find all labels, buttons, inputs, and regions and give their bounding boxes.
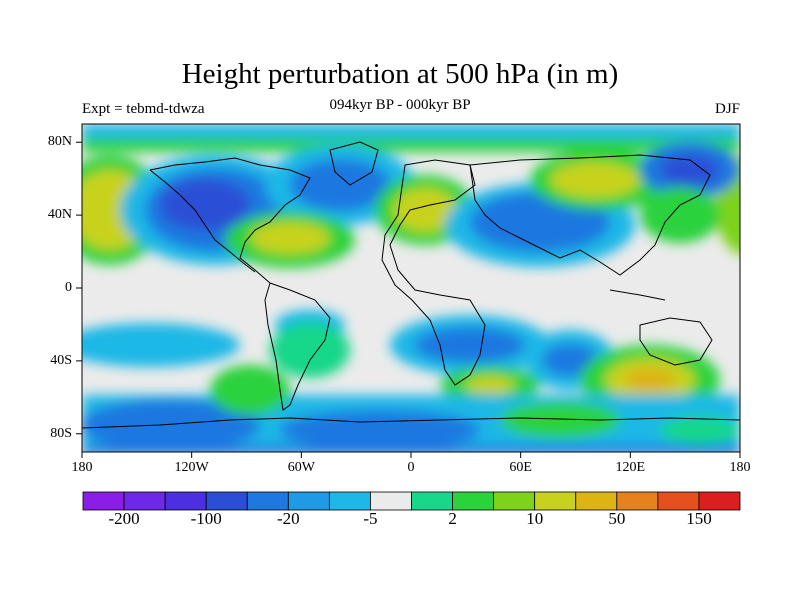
lat-tick-label: 80S bbox=[50, 425, 72, 441]
colorbar-swatch bbox=[493, 491, 536, 511]
axis-ticks bbox=[76, 141, 741, 458]
colorbar-swatch bbox=[205, 491, 248, 511]
colorbar-swatch bbox=[328, 491, 371, 511]
lon-tick-label: 120W bbox=[174, 460, 209, 475]
lat-tick-label: 40N bbox=[47, 207, 72, 223]
colorbar-swatch bbox=[616, 491, 659, 511]
colorbar-swatch bbox=[575, 491, 618, 511]
colorbar-swatch bbox=[534, 491, 577, 511]
colorbar-swatch bbox=[370, 491, 412, 511]
lon-tick-label: 180 bbox=[729, 460, 751, 475]
colorbar-tick-label: -20 bbox=[276, 509, 300, 528]
colorbar-swatch bbox=[164, 491, 207, 511]
map-title: Height perturbation at 500 hPa (in m) bbox=[181, 58, 619, 90]
colorbar-tick-label: -100 bbox=[190, 509, 222, 528]
colorbar-swatch bbox=[411, 491, 453, 511]
colorbar-swatch bbox=[452, 491, 495, 511]
lat-tick-label: 0 bbox=[65, 280, 72, 295]
lon-tick-label: 0 bbox=[407, 460, 415, 475]
lat-tick-label: 80N bbox=[47, 134, 72, 150]
lon-tick-label: 60W bbox=[287, 460, 315, 475]
colorbar-swatch bbox=[287, 491, 330, 511]
lon-tick-label: 180 bbox=[71, 460, 93, 475]
colorbar-swatch bbox=[82, 491, 125, 511]
lon-tick-label: 120E bbox=[615, 460, 646, 475]
time-range-label: 094kyr BP - 000kyr BP bbox=[329, 97, 471, 113]
lat-tick-label: 40S bbox=[50, 352, 72, 368]
colorbar-tick-label: 150 bbox=[686, 509, 712, 528]
coastlines bbox=[82, 141, 740, 429]
season-label: DJF bbox=[714, 101, 740, 117]
colorbar-tick-label: -200 bbox=[108, 509, 140, 528]
lon-tick-label: 60E bbox=[509, 460, 532, 475]
colorbar-swatch bbox=[246, 491, 289, 511]
colorbar-swatch bbox=[123, 491, 166, 511]
colorbar-tick-label: 50 bbox=[608, 509, 626, 528]
colorbar-tick-label: 2 bbox=[448, 509, 457, 528]
colorbar-swatch bbox=[698, 491, 741, 511]
colorbar-swatch bbox=[657, 491, 700, 511]
colorbar bbox=[82, 491, 741, 511]
experiment-label: Expt = tebmd-tdwza bbox=[82, 101, 205, 117]
colorbar-tick-label: -5 bbox=[363, 509, 378, 528]
contour-field bbox=[82, 124, 740, 452]
colorbar-tick-label: 10 bbox=[526, 509, 544, 528]
